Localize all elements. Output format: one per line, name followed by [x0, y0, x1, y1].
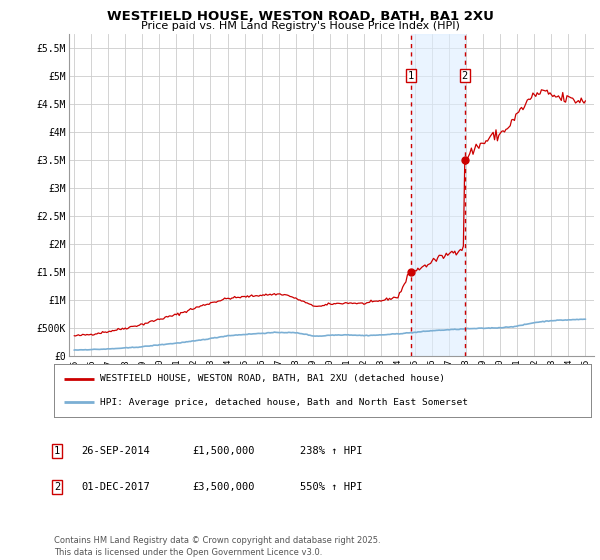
- Text: £3,500,000: £3,500,000: [192, 482, 254, 492]
- Text: 238% ↑ HPI: 238% ↑ HPI: [300, 446, 362, 456]
- Text: 1: 1: [407, 71, 414, 81]
- Text: HPI: Average price, detached house, Bath and North East Somerset: HPI: Average price, detached house, Bath…: [100, 398, 467, 407]
- Text: 26-SEP-2014: 26-SEP-2014: [81, 446, 150, 456]
- Text: 01-DEC-2017: 01-DEC-2017: [81, 482, 150, 492]
- Text: £1,500,000: £1,500,000: [192, 446, 254, 456]
- Text: WESTFIELD HOUSE, WESTON ROAD, BATH, BA1 2XU: WESTFIELD HOUSE, WESTON ROAD, BATH, BA1 …: [107, 10, 493, 23]
- Bar: [410, 34, 465, 356]
- Text: Price paid vs. HM Land Registry's House Price Index (HPI): Price paid vs. HM Land Registry's House …: [140, 21, 460, 31]
- Text: 2: 2: [54, 482, 60, 492]
- Text: 550% ↑ HPI: 550% ↑ HPI: [300, 482, 362, 492]
- Text: Contains HM Land Registry data © Crown copyright and database right 2025.
This d: Contains HM Land Registry data © Crown c…: [54, 536, 380, 557]
- Text: 1: 1: [54, 446, 60, 456]
- Text: WESTFIELD HOUSE, WESTON ROAD, BATH, BA1 2XU (detached house): WESTFIELD HOUSE, WESTON ROAD, BATH, BA1 …: [100, 375, 445, 384]
- Text: 2: 2: [461, 71, 468, 81]
